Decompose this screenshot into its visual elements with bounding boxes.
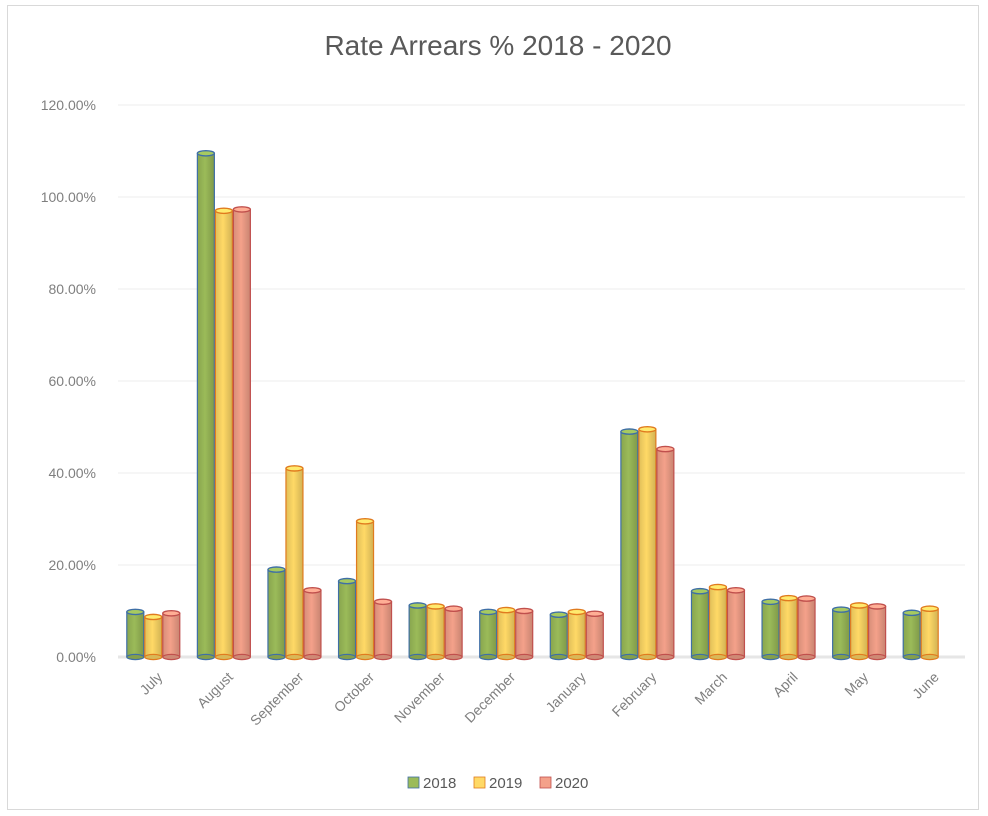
bar-october-2020: [373, 598, 393, 661]
bar-february-2020: [656, 445, 675, 661]
bar-december-2020: [515, 607, 534, 661]
bar-july-2019: [144, 613, 163, 661]
gridlines: [118, 104, 965, 659]
bar-may-2020: [867, 603, 887, 661]
x-tick-label: June: [909, 669, 942, 702]
bar-september-2020: [303, 587, 322, 661]
bar-april-2019: [779, 594, 798, 661]
y-tick-label: 0.00%: [56, 649, 96, 665]
y-tick-label: 120.00%: [41, 97, 96, 113]
legend-label: 2019: [489, 775, 522, 792]
x-tick-label: March: [691, 669, 730, 708]
bar-august-2020: [232, 206, 252, 661]
legend-label: 2018: [423, 775, 456, 792]
x-tick-label: January: [542, 669, 589, 716]
bar-june-2018: [902, 609, 921, 661]
x-tick-label: May: [841, 669, 871, 699]
bar-february-2018: [620, 428, 639, 661]
bar-november-2019: [426, 603, 445, 661]
x-tick-label: December: [461, 669, 518, 726]
bar-november-2018: [408, 602, 427, 661]
legend-item-2018: 2018: [407, 775, 456, 792]
bar-july-2020: [162, 610, 181, 661]
legend-label: 2020: [555, 775, 588, 792]
y-tick-label: 20.00%: [49, 557, 96, 573]
bar-september-2019: [285, 465, 304, 661]
legend-swatch: [407, 776, 420, 789]
bar-april-2018: [761, 598, 780, 661]
bar-november-2020: [444, 605, 463, 661]
bar-june-2019: [920, 605, 939, 661]
bar-october-2018: [337, 577, 357, 661]
bar-march-2020: [726, 587, 746, 661]
bars: [126, 149, 939, 661]
bar-may-2018: [831, 606, 851, 661]
bar-january-2020: [585, 610, 604, 661]
x-axis-ticks: July August September October November Decemb…: [136, 669, 941, 729]
bar-july-2018: [126, 608, 145, 661]
legend-swatch: [539, 776, 552, 789]
x-tick-label: April: [770, 669, 801, 700]
bar-september-2018: [267, 566, 286, 661]
bar-december-2018: [479, 608, 498, 661]
y-tick-label: 80.00%: [49, 281, 96, 297]
x-tick-label: August: [194, 669, 236, 711]
x-tick-label: November: [391, 669, 448, 726]
bar-january-2018: [549, 611, 568, 661]
y-axis-ticks: 0.00% 20.00% 40.00% 60.00% 80.00% 100.00% 120.…: [41, 97, 96, 665]
y-tick-label: 100.00%: [41, 189, 96, 205]
x-tick-label: September: [247, 669, 307, 729]
bar-january-2019: [567, 608, 586, 661]
bar-may-2019: [849, 602, 869, 661]
legend-swatch: [473, 776, 486, 789]
y-tick-label: 60.00%: [49, 373, 96, 389]
bar-august-2019: [214, 207, 234, 661]
x-tick-label: October: [331, 669, 378, 716]
x-tick-label: July: [136, 669, 165, 698]
bar-october-2019: [355, 518, 375, 661]
legend: 2018 2019 2020: [407, 775, 588, 792]
chart-frame: [7, 5, 979, 810]
bar-february-2019: [638, 425, 657, 661]
legend-item-2019: 2019: [473, 775, 522, 792]
chart-title: Rate Arrears % 2018 - 2020: [324, 30, 671, 61]
bar-august-2018: [196, 149, 216, 661]
bar-march-2018: [690, 587, 710, 661]
y-tick-label: 40.00%: [49, 465, 96, 481]
bar-december-2019: [497, 606, 516, 661]
bar-march-2019: [708, 583, 728, 661]
legend-item-2020: 2020: [539, 775, 588, 792]
bar-april-2020: [797, 595, 816, 661]
x-tick-label: February: [609, 669, 660, 720]
